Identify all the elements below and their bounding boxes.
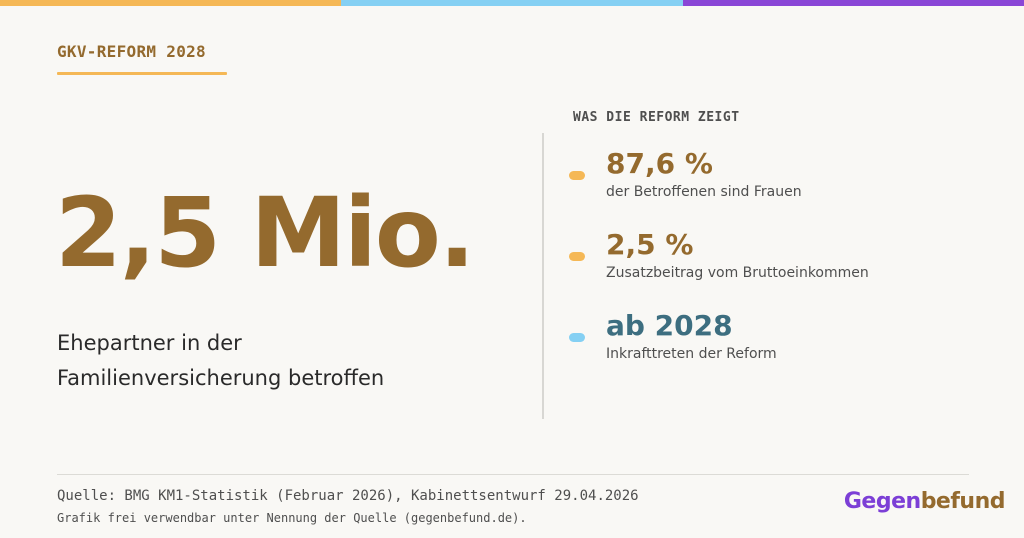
finding-value: 87,6 % xyxy=(606,147,713,180)
hero-label: Ehepartner in der Familienversicherung b… xyxy=(57,326,517,396)
source-note: Quelle: BMG KM1-Statistik (Februar 2026)… xyxy=(57,488,639,504)
vertical-divider xyxy=(542,133,544,419)
bullet-dot-icon xyxy=(569,171,585,180)
finding-value: 2,5 % xyxy=(606,228,694,261)
bullet-dot-icon xyxy=(569,252,585,261)
top-bar-purple-segment xyxy=(682,0,1024,6)
hero-label-line-1: Ehepartner in der xyxy=(57,331,242,355)
top-bar-blue-segment xyxy=(341,0,683,6)
logo-part-gegen: Gegen xyxy=(843,489,921,514)
finding-item: ab 2028 Inkrafttreten der Reform xyxy=(569,309,989,372)
finding-description: Zusatzbeitrag vom Bruttoeinkommen xyxy=(606,265,869,281)
hero-number: 2,5 Mio. xyxy=(55,177,475,289)
findings-title: WAS DIE REFORM ZEIGT xyxy=(573,110,740,125)
hero-label-line-2: Familienversicherung betroffen xyxy=(57,366,385,390)
kicker-underline xyxy=(57,72,227,75)
finding-description: Inkrafttreten der Reform xyxy=(606,346,777,362)
top-color-bar xyxy=(0,0,1024,6)
gegenbefund-logo[interactable]: Gegenbefund xyxy=(843,488,1006,516)
finding-value: ab 2028 xyxy=(606,309,733,342)
logo-part-befund: befund xyxy=(920,489,1006,514)
finding-item: 2,5 % Zusatzbeitrag vom Bruttoeinkommen xyxy=(569,228,989,291)
finding-item: 87,6 % der Betroffenen sind Frauen xyxy=(569,147,989,210)
license-note: Grafik frei verwendbar unter Nennung der… xyxy=(57,511,527,525)
top-bar-orange-segment xyxy=(0,0,342,6)
footer-rule xyxy=(57,474,969,475)
bullet-dot-icon xyxy=(569,333,585,342)
finding-description: der Betroffenen sind Frauen xyxy=(606,184,802,200)
kicker-title: GKV-REFORM 2028 xyxy=(57,42,206,61)
